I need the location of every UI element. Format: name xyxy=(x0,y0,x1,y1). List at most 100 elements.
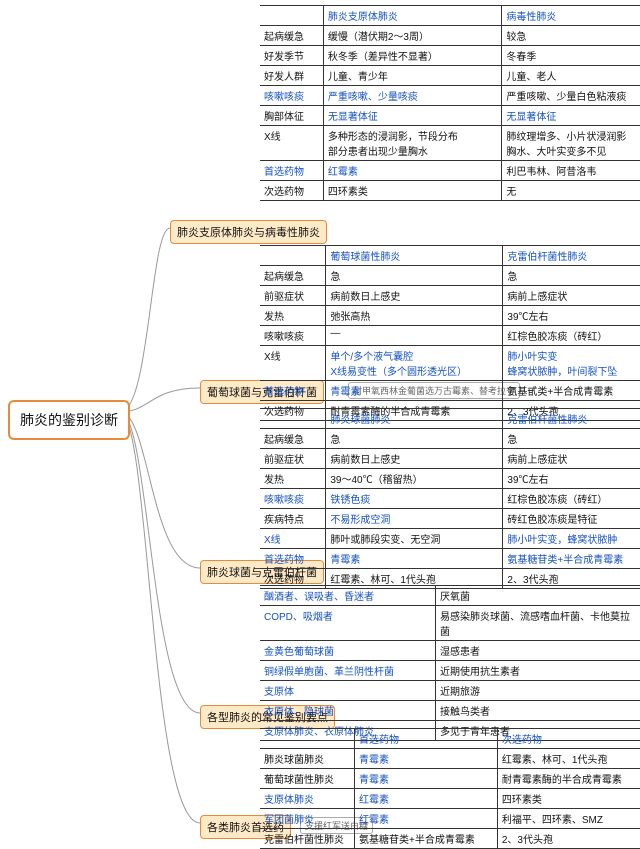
cell: 肺纹理增多、小片状浸润影胸水、大叶实变多不见 xyxy=(502,126,640,161)
cell: 红霉素 xyxy=(323,161,502,181)
cell: 克雷伯杆菌性肺炎 xyxy=(503,246,640,266)
cell: 起病缓急 xyxy=(260,26,323,46)
cell: 四环素类 xyxy=(323,181,502,201)
cell: 39～40℃（稽留热） xyxy=(326,469,503,489)
cell xyxy=(260,729,355,749)
cell: 无 xyxy=(502,181,640,201)
cell: 咳嗽咳痰 xyxy=(260,326,326,346)
cell: 较急 xyxy=(502,26,640,46)
cell: 利福平、四环素、SMZ xyxy=(497,809,640,829)
cell: 克雷伯杆菌性肺炎 xyxy=(503,409,640,429)
cell: 金黄色葡萄球菌 xyxy=(260,641,436,661)
cell: 发热 xyxy=(260,469,326,489)
cell: X线 xyxy=(260,346,326,381)
cell: 急 xyxy=(326,266,503,286)
cell: 急 xyxy=(326,429,503,449)
cell: 湿感患者 xyxy=(436,641,640,661)
cell: 好发季节 xyxy=(260,46,323,66)
cell: 铁锈色痰 xyxy=(326,489,503,509)
cell: 青霉素 xyxy=(326,549,503,569)
cell: 青霉素 xyxy=(326,381,503,401)
root-node: 肺炎的鉴别诊断 xyxy=(8,400,130,440)
cell: 无显著体征 xyxy=(323,106,502,126)
cell: 红霉素 xyxy=(355,809,498,829)
cell: 前驱症状 xyxy=(260,449,326,469)
cell: 严重咳嗽、少量白色粘液痰 xyxy=(502,86,640,106)
cell: 葡萄球菌性肺炎 xyxy=(326,246,503,266)
table-b3: 肺炎球菌肺炎克雷伯杆菌性肺炎起病缓急急急前驱症状病前数日上感史病前上感症状发热3… xyxy=(260,408,640,589)
table-b1: 肺炎支原体肺炎病毒性肺炎起病缓急缓慢（潜伏期2～3周）较急好发季节秋冬季（差异性… xyxy=(260,5,640,201)
cell: 利巴韦林、阿昔洛韦 xyxy=(502,161,640,181)
cell: 肺炎球菌肺炎 xyxy=(260,749,355,769)
cell: 发热 xyxy=(260,306,326,326)
cell: 易感染肺炎球菌、流感嗜血杆菌、卡他莫拉菌 xyxy=(436,606,640,641)
cell: 首选药物 xyxy=(355,729,498,749)
cell: 葡萄球菌性肺炎 xyxy=(260,769,355,789)
cell: 氨基糖苷类+半合成青霉素 xyxy=(503,549,640,569)
cell: 39℃左右 xyxy=(503,469,640,489)
branch-b1[interactable]: 肺炎支原体肺炎与病毒性肺炎 xyxy=(170,220,327,244)
cell: 克雷伯杆菌性肺炎 xyxy=(260,829,355,849)
cell: 秋冬季（差异性不显著） xyxy=(323,46,502,66)
cell: 起病缓急 xyxy=(260,266,326,286)
cell: 接触鸟类者 xyxy=(436,701,640,721)
cell: 前驱症状 xyxy=(260,286,326,306)
cell: 急 xyxy=(503,266,640,286)
cell: 首选药物 xyxy=(260,381,326,401)
cell: 首选药物 xyxy=(260,549,326,569)
cell: 起病缓急 xyxy=(260,429,326,449)
cell: 冬春季 xyxy=(502,46,640,66)
cell: 四环素类 xyxy=(497,789,640,809)
cell: COPD、吸烟者 xyxy=(260,606,436,641)
cell: 病前上感症状 xyxy=(503,449,640,469)
cell: 病毒性肺炎 xyxy=(502,6,640,26)
cell: 红霉素、林可、1代头孢 xyxy=(497,749,640,769)
cell: 病前上感症状 xyxy=(503,286,640,306)
cell: 砖红色胶冻痰是特征 xyxy=(503,509,640,529)
cell: — xyxy=(326,326,503,346)
cell: 近期使用抗生素者 xyxy=(436,661,640,681)
cell: 不易形成空洞 xyxy=(326,509,503,529)
cell: 耐青霉素酶的半合成青霉素 xyxy=(497,769,640,789)
cell: 儿童、老人 xyxy=(502,66,640,86)
cell: 衣原体、隐球菌 xyxy=(260,701,436,721)
cell: 肺小叶实变，蜂窝状脓肿 xyxy=(503,529,640,549)
cell: 青霉素 xyxy=(355,769,498,789)
cell: 肺炎球菌肺炎 xyxy=(326,409,503,429)
cell: 病前数日上感史 xyxy=(326,286,503,306)
cell: 青霉素 xyxy=(355,749,498,769)
cell: 弛张高热 xyxy=(326,306,503,326)
cell: 近期旅游 xyxy=(436,681,640,701)
cell: 红棕色胶冻痰（砖红） xyxy=(503,489,640,509)
cell: 咳嗽咳痰 xyxy=(260,489,326,509)
table-b5: 首选药物次选药物肺炎球菌肺炎青霉素红霉素、林可、1代头孢葡萄球菌性肺炎青霉素耐青… xyxy=(260,728,640,849)
cell: 缓慢（潜伏期2～3周） xyxy=(323,26,502,46)
cell: 酗酒者、误吸者、昏迷者 xyxy=(260,586,436,606)
cell: 病前数日上感史 xyxy=(326,449,503,469)
cell: 氨基甙类+半合成青霉素 xyxy=(503,381,640,401)
cell: 氨基糖苷类+半合成青霉素 xyxy=(355,829,498,849)
cell: 红霉素 xyxy=(355,789,498,809)
cell: 急 xyxy=(503,429,640,449)
cell: 次选药物 xyxy=(497,729,640,749)
cell: 支原体 xyxy=(260,681,436,701)
cell: 好发人群 xyxy=(260,66,323,86)
cell: 支原体肺炎 xyxy=(260,789,355,809)
cell: 军团菌肺炎 xyxy=(260,809,355,829)
cell: 39℃左右 xyxy=(503,306,640,326)
cell: 首选药物 xyxy=(260,161,323,181)
cell: 厌氧菌 xyxy=(436,586,640,606)
cell: 2、3代头孢 xyxy=(497,829,640,849)
cell: 铜绿假单胞菌、革兰阴性杆菌 xyxy=(260,661,436,681)
cell: 儿童、青少年 xyxy=(323,66,502,86)
table-b4: 酗酒者、误吸者、昏迷者厌氧菌COPD、吸烟者易感染肺炎球菌、流感嗜血杆菌、卡他莫… xyxy=(260,585,640,741)
cell xyxy=(260,409,326,429)
cell: 红棕色胶冻痰（砖红） xyxy=(503,326,640,346)
cell: 肺叶或肺段实变、无空洞 xyxy=(326,529,503,549)
cell: 次选药物 xyxy=(260,181,323,201)
cell: 咳嗽咳痰 xyxy=(260,86,323,106)
cell: X线 xyxy=(260,126,323,161)
cell xyxy=(260,246,326,266)
cell: 严重咳嗽、少量咳痰 xyxy=(323,86,502,106)
cell: 单个/多个液气囊腔X线易变性（多个圆形透光区） xyxy=(326,346,503,381)
